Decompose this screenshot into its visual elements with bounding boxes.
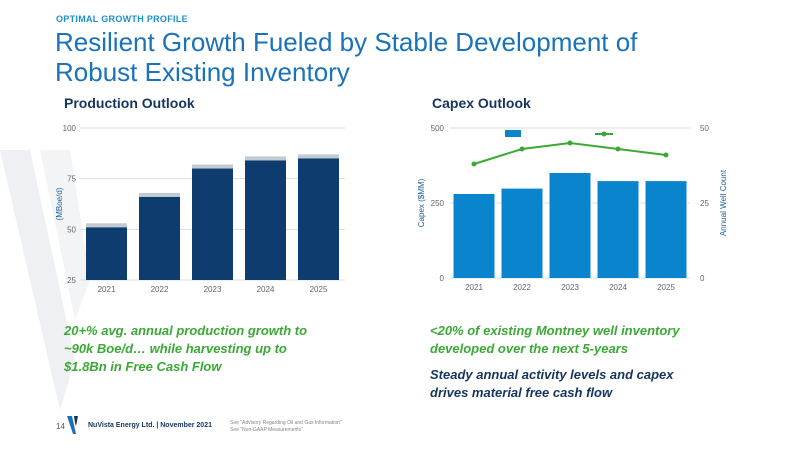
- x-tick-label: 2023: [561, 283, 579, 292]
- capex-outlook-title: Capex Outlook: [432, 95, 531, 111]
- capex-bar-2022: [501, 188, 543, 278]
- capex-subcaption-line-2: drives material free cash flow: [430, 385, 613, 400]
- legend-well-count-label: Well Count: [617, 130, 657, 139]
- x-tick-label: 2021: [98, 285, 116, 294]
- company-name: NuVista Energy Ltd. | November 2021: [88, 422, 212, 429]
- nuvista-logo-icon: [67, 416, 78, 434]
- bar-fade-2025: [298, 154, 339, 159]
- legend-well-count-marker: [601, 131, 607, 137]
- page-title: Resilient Growth Fueled by Stable Develo…: [55, 27, 755, 87]
- bar-fade-2023: [192, 164, 233, 169]
- y-tick-label: 25: [67, 276, 76, 285]
- y-right-tick-label: 50: [700, 124, 709, 133]
- title-line-2: Robust Existing Inventory: [55, 57, 350, 87]
- y-tick-label: 75: [67, 175, 76, 184]
- production-caption-line-3: $1.8Bn in Free Cash Flow: [64, 359, 222, 374]
- title-line-1: Resilient Growth Fueled by Stable Develo…: [55, 27, 638, 57]
- bar-2023: [192, 168, 233, 280]
- y-tick-label: 0: [440, 274, 445, 283]
- x-tick-label: 2025: [657, 283, 675, 292]
- legend-capex-label: Capex: [525, 130, 548, 139]
- capex-subcaption: Steady annual activity levels and capex …: [430, 366, 674, 402]
- footnote-2: See "Non-GAAP Measurements": [230, 427, 303, 433]
- y-tick-label: 500: [431, 124, 445, 133]
- x-tick-label: 2024: [609, 283, 627, 292]
- bar-fade-2022: [139, 192, 180, 197]
- well-count-point-2023: [567, 140, 573, 146]
- x-tick-label: 2025: [310, 285, 328, 294]
- bar-2021: [86, 227, 127, 280]
- watermark-v-logo: [0, 150, 90, 410]
- y-tick-label: 50: [67, 225, 76, 234]
- production-caption: 20+% avg. annual production growth to ~9…: [64, 322, 307, 376]
- well-count-point-2022: [519, 146, 525, 152]
- y-right-axis-title: Annual Well Count: [719, 169, 728, 236]
- legend-capex-swatch: [505, 130, 521, 137]
- y-axis-title: Capex ($MM): [417, 178, 426, 227]
- page-number: 14: [56, 422, 65, 431]
- capex-bar-2025: [645, 181, 687, 278]
- bar-2024: [245, 160, 286, 280]
- y-axis-title: (MBoe/d): [55, 187, 64, 220]
- y-tick-label: 250: [431, 199, 445, 208]
- footnote-1: See "Advisory Regarding Oil and Gas Info…: [230, 420, 342, 426]
- y-right-tick-label: 0: [700, 274, 705, 283]
- capex-bar-2021: [453, 194, 495, 278]
- capex-bar-2023: [549, 173, 591, 278]
- x-tick-label: 2022: [513, 283, 531, 292]
- well-count-point-2025: [663, 152, 669, 158]
- production-caption-line-2: ~90k Boe/d… while harvesting up to: [64, 341, 287, 356]
- capex-subcaption-line-1: Steady annual activity levels and capex: [430, 367, 674, 382]
- capex-bar-2024: [597, 181, 639, 278]
- footnotes: See "Advisory Regarding Oil and Gas Info…: [230, 420, 342, 434]
- x-tick-label: 2023: [204, 285, 222, 294]
- well-count-point-2021: [471, 161, 477, 167]
- bar-2025: [298, 158, 339, 280]
- capex-caption: <20% of existing Montney well inventory …: [430, 322, 680, 358]
- production-caption-line-1: 20+% avg. annual production growth to: [64, 323, 308, 338]
- capex-caption-line-2: developed over the next 5-years: [430, 341, 628, 356]
- y-tick-label: 100: [63, 124, 77, 133]
- bar-2022: [139, 196, 180, 280]
- capex-caption-line-1: <20% of existing Montney well inventory: [430, 323, 680, 338]
- footer: 14 NuVista Energy Ltd. | November 2021 S…: [0, 412, 800, 442]
- well-count-line: [473, 141, 667, 165]
- y-right-tick-label: 25: [700, 199, 709, 208]
- production-chart: 100 75 50 25 (MBoe/d) 2021 2022 2023 2024 2025: [55, 124, 345, 294]
- x-tick-label: 2021: [465, 283, 483, 292]
- bar-fade-2024: [245, 156, 286, 161]
- production-outlook-title: Production Outlook: [64, 95, 195, 111]
- well-count-point-2024: [615, 146, 621, 152]
- x-tick-label: 2024: [257, 285, 275, 294]
- eyebrow-label: OPTIMAL GROWTH PROFILE: [56, 14, 188, 24]
- x-tick-label: 2022: [151, 285, 169, 294]
- bar-fade-2021: [86, 223, 127, 228]
